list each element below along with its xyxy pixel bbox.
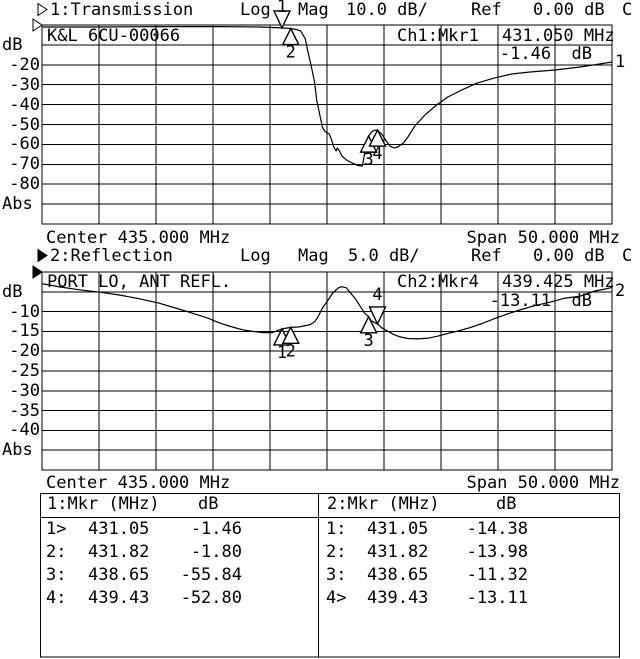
- y-axis-label: -35: [9, 400, 40, 421]
- ch1-ref-word: Ref: [471, 0, 502, 20]
- ch2-device-label: PORT LO, ANT REFL.: [47, 272, 232, 292]
- y-axis-label: -50: [9, 114, 40, 135]
- ch2-scale: 5.0 dB/: [348, 246, 420, 266]
- marker-table-header-unit: dB: [198, 494, 219, 514]
- marker-row-label: 1>: [46, 519, 67, 539]
- ch1-device-label: K&L 6CU-00066: [47, 26, 181, 46]
- trace-number-label: 1: [615, 52, 625, 72]
- y-axis-label: -25: [9, 361, 40, 381]
- marker-symbol-icon: [359, 315, 378, 334]
- ch2-span: Span 50.000 MHz: [466, 473, 620, 493]
- marker-row-freq: 439.43: [367, 588, 429, 608]
- channel-active-indicator-icon: [37, 2, 48, 17]
- y-axis-label: -30: [9, 380, 40, 401]
- y-axis-label: Abs: [2, 194, 33, 215]
- ch2-title: 2:Reflection: [50, 246, 173, 266]
- y-axis-label: dB: [2, 281, 23, 302]
- marker-row-db: -11.32: [466, 565, 528, 585]
- marker-row-db: -14.38: [466, 519, 528, 539]
- marker-row-db: -52.80: [180, 588, 242, 608]
- marker-table-border: [40, 493, 620, 658]
- marker-symbol-icon: [281, 27, 300, 46]
- ref-level-indicator-icon: [32, 265, 43, 279]
- marker-table-header: 1:Mkr (MHz): [47, 494, 160, 514]
- ch1-ref-value: 0.00 dB: [533, 0, 605, 20]
- ch1-marker-readout-freq: 431.050 MHz: [502, 26, 615, 46]
- marker-number-label: 3: [363, 150, 373, 170]
- marker-symbol-active-icon: [272, 10, 292, 30]
- marker-row-label: 4>: [326, 588, 347, 608]
- marker-number-label: 1: [277, 0, 287, 17]
- channel-active-indicator-icon: [37, 248, 48, 263]
- marker-number-label: 4: [372, 144, 382, 164]
- ch1-marker-readout-value: -1.46 dB: [499, 44, 592, 64]
- ch1-format-mag: Mag: [298, 0, 329, 20]
- marker-row-db: -1.46: [190, 519, 242, 539]
- ch2-ref-word: Ref: [471, 246, 502, 266]
- trace-number-label: 2: [615, 281, 625, 301]
- y-axis-label: -15: [9, 321, 40, 342]
- y-axis-label: Abs: [2, 440, 33, 461]
- marker-row-label: 4:: [46, 588, 67, 608]
- marker-table-header-unit: dB: [496, 494, 517, 514]
- marker-row-freq: 438.65: [367, 565, 429, 585]
- marker-row-freq: 431.05: [88, 519, 150, 539]
- marker-row-db: -1.80: [190, 542, 242, 562]
- ch2-marker-readout-value: -13.11 dB: [489, 291, 592, 311]
- y-axis-label: -10: [9, 301, 40, 322]
- marker-row-db: -55.84: [180, 565, 242, 585]
- ch2-format-mag: Mag: [298, 246, 329, 266]
- ref-level-indicator-icon: [32, 18, 43, 32]
- ch2-ref-value: 0.00 dB: [533, 246, 605, 266]
- y-axis-label: -20: [9, 341, 40, 362]
- marker-number-label: 2: [286, 341, 296, 361]
- y-axis-label: -40: [9, 420, 40, 441]
- marker-row-freq: 439.43: [88, 588, 150, 608]
- marker-row-label: 2:: [326, 542, 347, 562]
- marker-row-db: -13.11: [466, 588, 528, 608]
- y-axis-label: -70: [9, 154, 40, 175]
- marker-number-label: 4: [372, 285, 382, 305]
- marker-number-label: 2: [286, 43, 296, 63]
- ch2-center-freq: Center 435.000 MHz: [46, 473, 231, 493]
- y-axis-label: -40: [9, 94, 40, 115]
- marker-symbol-active-icon: [368, 306, 387, 326]
- ch2-format-log: Log: [240, 246, 271, 266]
- ch1-marker-readout-label: Ch1:Mkr1: [397, 26, 479, 46]
- y-axis-label: -20: [9, 54, 40, 75]
- marker-number-label: 1: [277, 343, 287, 363]
- marker-row-freq: 431.05: [367, 519, 429, 539]
- marker-row-freq: 431.82: [88, 542, 150, 562]
- ch2-cal-flag: C: [622, 246, 633, 266]
- measurement-trace: [42, 283, 613, 340]
- marker-row-db: -13.98: [466, 542, 528, 562]
- marker-number-label: 3: [363, 331, 373, 351]
- ch2-marker-readout-freq: 439.425 MHz: [502, 272, 615, 292]
- y-axis-label: dB: [2, 34, 23, 55]
- ch1-format-log: Log: [240, 0, 271, 20]
- marker-row-label: 3:: [326, 565, 347, 585]
- marker-row-freq: 438.65: [88, 565, 150, 585]
- marker-symbol-icon: [368, 128, 387, 147]
- marker-row-freq: 431.82: [367, 542, 429, 562]
- measurement-trace: [42, 26, 613, 167]
- ch1-scale: 10.0 dB/: [346, 0, 428, 20]
- ch1-title: 1:Transmission: [50, 0, 194, 20]
- y-axis-label: -60: [9, 134, 40, 155]
- ch2-marker-readout-label: Ch2:Mkr4: [397, 272, 479, 292]
- marker-row-label: 1:: [326, 519, 347, 539]
- ch1-cal-flag: C: [622, 0, 633, 20]
- y-axis-label: -30: [9, 74, 40, 95]
- ch1-center-freq: Center 435.000 MHz: [46, 228, 231, 248]
- marker-symbol-icon: [281, 325, 300, 345]
- marker-table-header: 2:Mkr (MHz): [327, 494, 440, 514]
- ch1-span: Span 50.000 MHz: [466, 228, 620, 248]
- marker-row-label: 3:: [46, 565, 67, 585]
- y-axis-label: -80: [9, 174, 40, 195]
- marker-row-label: 2:: [46, 542, 67, 562]
